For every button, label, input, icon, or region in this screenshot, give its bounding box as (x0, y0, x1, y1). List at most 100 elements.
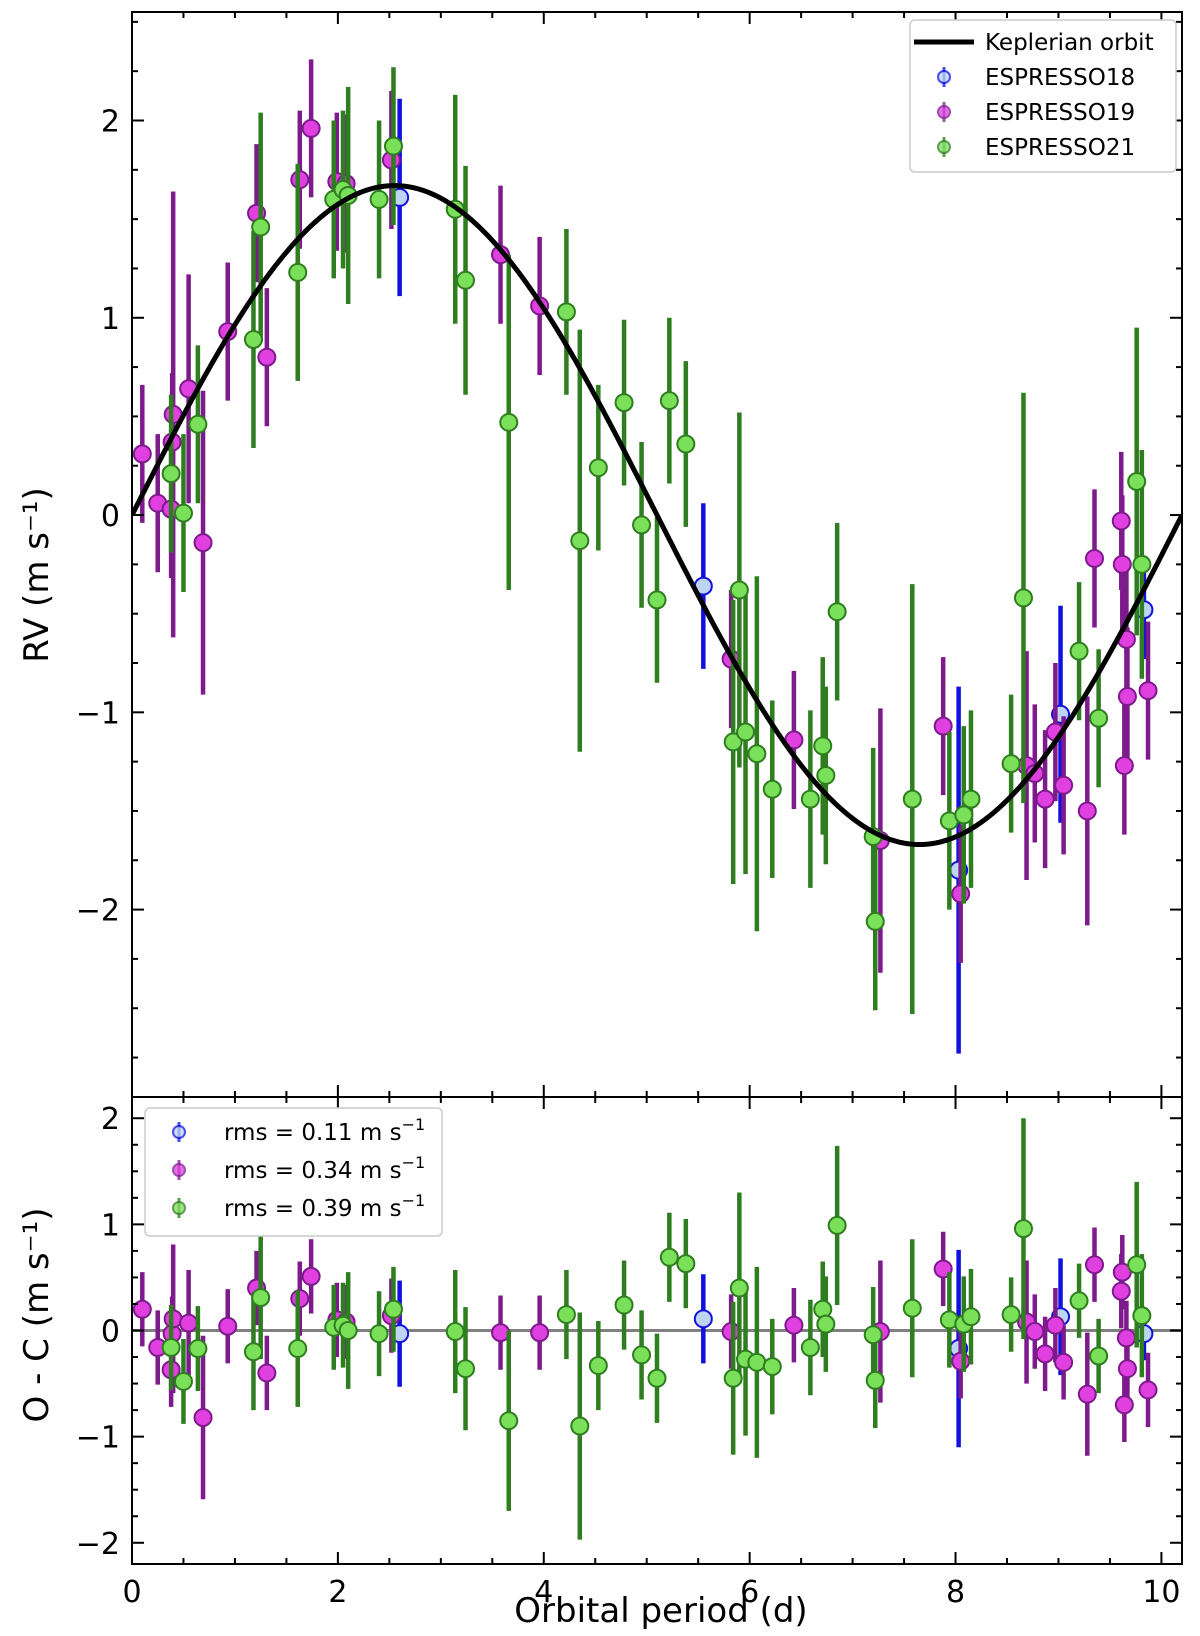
espresso21-point (632, 515, 652, 535)
espresso21-point (800, 1337, 820, 1357)
espresso21-point (251, 1288, 271, 1308)
espresso21-point (288, 1339, 308, 1359)
espresso21-point (1001, 1305, 1021, 1325)
espresso21-point (188, 414, 208, 434)
espresso21-point (659, 391, 679, 411)
espresso21-point (647, 590, 667, 610)
espresso19-point (193, 533, 213, 553)
unit-exponent: −1 (402, 1191, 426, 1210)
espresso21-legend-label: ESPRESSO21 (985, 135, 1135, 161)
espresso19-point (1054, 1352, 1074, 1372)
espresso21-point (456, 270, 476, 290)
espresso21-point (445, 1322, 465, 1342)
espresso21-point (647, 1368, 667, 1388)
espresso21-point (723, 1368, 743, 1388)
espresso19-point (1114, 756, 1134, 776)
espresso21-point (865, 911, 885, 931)
espresso21-point (383, 1299, 403, 1319)
espresso21-point (961, 789, 981, 809)
espresso19-point (179, 1313, 199, 1333)
espresso21-point (1089, 1346, 1109, 1366)
espresso19-point (132, 444, 152, 464)
espresso21-point (383, 136, 403, 156)
espresso21-point (762, 779, 782, 799)
x-tick-label: 0 (122, 1575, 141, 1610)
espresso21-point (954, 805, 974, 825)
espresso21-point (614, 1295, 634, 1315)
espresso19-point (1077, 801, 1097, 821)
x-tick-label: 6 (740, 1575, 759, 1610)
y-tick-label: −1 (76, 1421, 120, 1456)
x-tick-label: 10 (1142, 1575, 1180, 1610)
espresso21-point (1132, 1306, 1152, 1326)
residual-panel: −2 −1 0 1 2 0 2 4 6 8 10 rms = 0.11 m s−1 rms = 0.3… (76, 1096, 1183, 1610)
espresso21-point (961, 1307, 981, 1327)
residual-axis-label: O - C (m s⁻¹) (17, 1208, 57, 1423)
espresso21-legend-marker (172, 1201, 186, 1215)
x-tick-label: 8 (946, 1575, 965, 1610)
espresso21-point (813, 736, 833, 756)
espresso19-point (1054, 775, 1074, 795)
espresso19-point (218, 1316, 238, 1336)
espresso19-point (301, 118, 321, 138)
espresso21-point (243, 1342, 263, 1362)
espresso21-point (588, 1356, 608, 1376)
espresso21-point (1127, 1255, 1147, 1275)
y-tick-label: 0 (101, 499, 120, 534)
espresso19-point (1111, 511, 1131, 531)
espresso21-point (161, 1337, 181, 1357)
espresso19-point (530, 1323, 550, 1343)
espresso19-point (1138, 681, 1158, 701)
espresso21-point (676, 1254, 696, 1274)
espresso19-legend-label: ESPRESSO19 (985, 100, 1135, 126)
espresso18-rms-label: rms = 0.11 m s−1 (224, 1115, 425, 1146)
espresso21-point (570, 531, 590, 551)
espresso19-point (1117, 687, 1137, 707)
espresso21-point (729, 580, 749, 600)
residual-data-marks (132, 1118, 1182, 1540)
espresso21-point (1069, 1291, 1089, 1311)
rv-data-marks (132, 59, 1182, 1054)
legend-frame (909, 19, 1177, 173)
espresso21-point (863, 1325, 883, 1345)
espresso21-point (369, 189, 389, 209)
espresso21-point (173, 1371, 193, 1391)
espresso21-point (369, 1324, 389, 1344)
espresso21-point (676, 434, 696, 454)
y-tick-label: 0 (101, 1315, 120, 1350)
rv-legend: Keplerian orbit ESPRESSO18 ESPRESSO19 ESPRE… (909, 19, 1177, 173)
unit-exponent: −1 (402, 1115, 426, 1134)
espresso19-point (933, 716, 953, 736)
espresso19-legend-marker (172, 1163, 186, 1177)
espresso19-point (951, 1351, 971, 1371)
rv-axes: −2 −1 0 1 2 (76, 11, 1183, 1098)
espresso19-point (1035, 1344, 1055, 1364)
unit-exponent: −1 (402, 1153, 426, 1172)
espresso19-point (301, 1266, 321, 1286)
legend-frame (144, 1107, 443, 1237)
espresso18-point (693, 1309, 713, 1329)
espresso21-point (865, 1370, 885, 1390)
espresso19-point (193, 1408, 213, 1428)
espresso19-point (1116, 1328, 1136, 1348)
espresso21-point (632, 1345, 652, 1365)
espresso19-point (1085, 548, 1104, 568)
espresso19-point (951, 884, 971, 904)
espresso21-point (243, 329, 263, 349)
espresso21-point (499, 412, 519, 432)
espresso21-point (816, 765, 836, 785)
espresso21-point (1013, 588, 1033, 608)
espresso19-point (784, 1315, 804, 1335)
espresso21-point (1089, 708, 1109, 728)
espresso19-point (132, 1299, 152, 1319)
espresso18-legend-label: ESPRESSO18 (985, 65, 1135, 91)
espresso21-point (827, 1215, 847, 1235)
x-axis-label: Orbital period (d) (514, 1591, 807, 1631)
espresso21-point (816, 1314, 836, 1334)
espresso19-point (257, 347, 277, 367)
espresso21-point (762, 1357, 782, 1377)
espresso19-point (1085, 1255, 1104, 1275)
espresso19-legend-marker (937, 105, 951, 119)
espresso21-point (1001, 754, 1021, 774)
